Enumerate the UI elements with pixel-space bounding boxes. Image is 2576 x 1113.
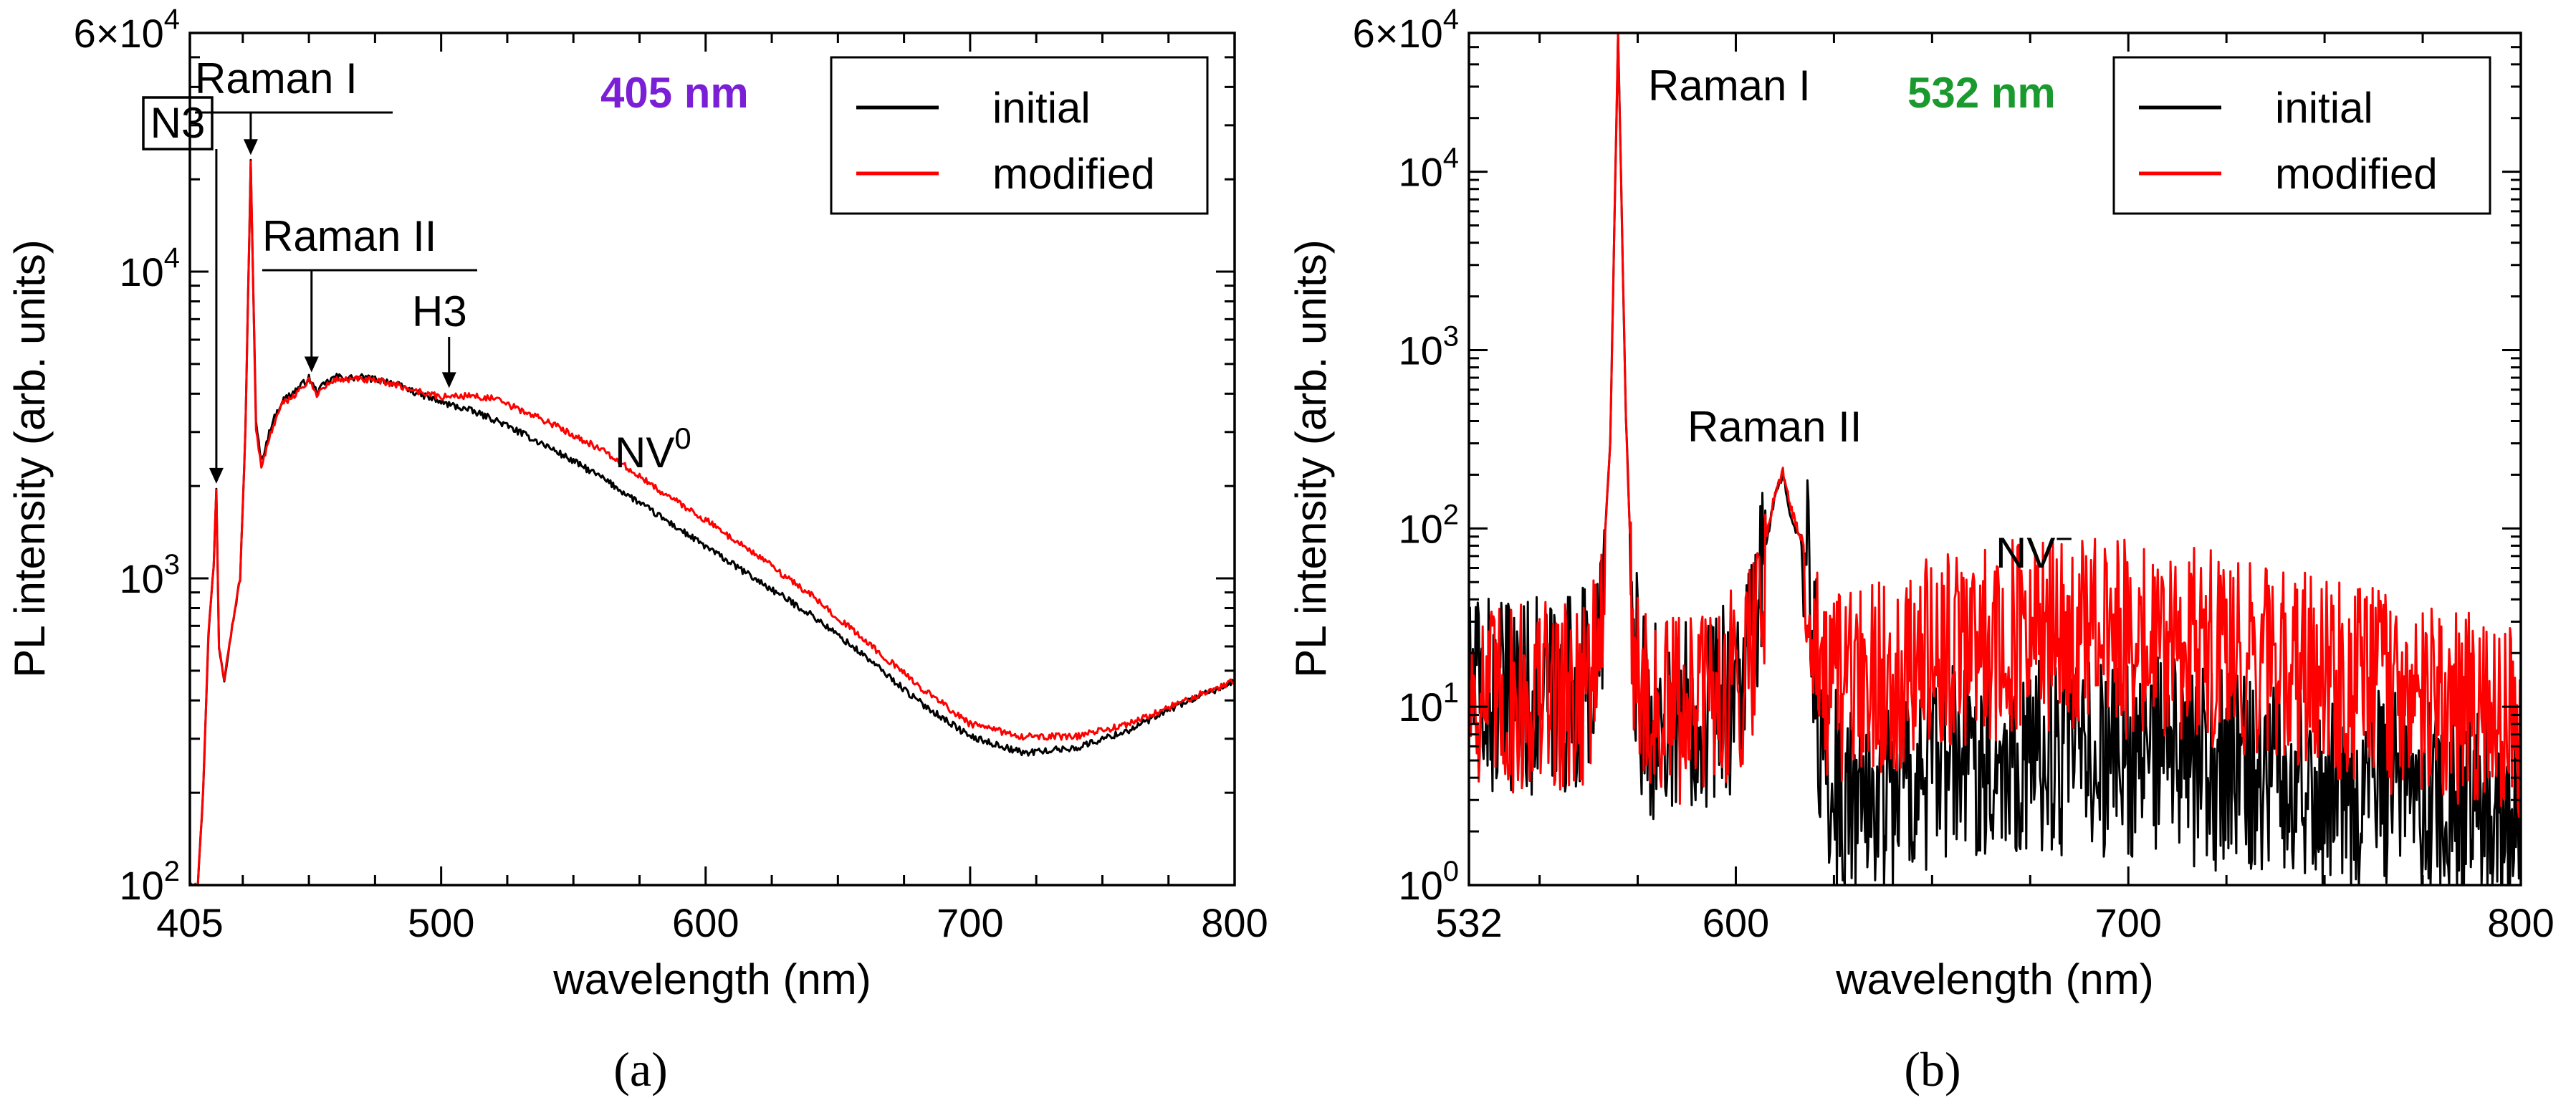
y-tick-label: 6×104 [74, 4, 180, 56]
laser-label-532: 532 nm [1907, 69, 2056, 117]
y-tick-label: 100 [1398, 856, 1459, 908]
y-tick-label: 104 [119, 242, 180, 295]
panel-b-ticks: 532 600 700 800 100 101 102 103 104 6×104 [1353, 4, 2555, 945]
legend-box [2112, 56, 2491, 215]
nv0-superscript: 0 [674, 421, 691, 455]
legend-box [830, 56, 1209, 215]
panel-b-legend: initial modified [2112, 56, 2491, 215]
x-tick-label: 800 [2487, 900, 2554, 945]
raman2-arrowhead [304, 356, 319, 373]
x-tick-label: 600 [1703, 900, 1769, 945]
panel-b-chart: Raman I Raman II NV− 532 nm initial modi… [1287, 4, 2555, 1097]
x-tick-label: 405 [156, 900, 223, 945]
n3-arrowhead [209, 467, 224, 484]
panel-b-frame [1467, 32, 2522, 887]
n3-label: N3 [150, 99, 206, 147]
h3-arrowhead [441, 372, 456, 388]
panel-b-sublabel: (b) [1904, 1042, 1960, 1097]
nv0-label: NV0 [615, 421, 691, 477]
panel-a-xlabel: wavelength (nm) [552, 955, 871, 1003]
y-tick-label: 104 [1398, 143, 1459, 195]
raman1-arrowhead [243, 139, 258, 156]
panel-a-series-group [190, 158, 1235, 885]
panel-b-ylabel: PL intensity (arb. units) [1287, 239, 1335, 677]
x-tick-label: 700 [937, 900, 1003, 945]
b-raman2-label: Raman II [1687, 403, 1862, 451]
y-tick-label: 102 [119, 856, 180, 908]
series-modified [1469, 33, 2521, 818]
panel-b-xlabel: wavelength (nm) [1835, 955, 2154, 1003]
panel-a-frame [188, 32, 1236, 887]
legend-label-modified: modified [2275, 150, 2438, 198]
laser-label-405: 405 nm [600, 69, 749, 117]
panel-a-ticks: 405 500 600 700 800 102 103 104 6×104 [74, 4, 1268, 945]
y-tick-label: 101 [1398, 677, 1459, 730]
panel-a-ylabel: PL intensity (arb. units) [6, 239, 54, 677]
legend-label-initial: initial [2275, 84, 2373, 132]
x-tick-label: 532 [1435, 900, 1502, 945]
y-tick-label: 6×104 [1353, 4, 1459, 56]
n3-box [142, 96, 214, 151]
legend-label-initial: initial [992, 84, 1091, 132]
x-tick-label: 800 [1201, 900, 1268, 945]
series-modified [190, 160, 1235, 885]
series-initial [190, 158, 1235, 885]
y-tick-label: 103 [119, 549, 180, 601]
nv-minus-label: NV− [1996, 522, 2073, 577]
y-tick-label: 103 [1398, 320, 1459, 373]
panel-b-series-group [1469, 33, 2521, 885]
h3-label: H3 [412, 287, 467, 335]
panel-a-legend: initial modified [830, 56, 1209, 215]
legend-label-modified: modified [992, 150, 1155, 198]
panel-a-chart: N3 Raman I Raman II H3 NV0 405 nm initia… [6, 4, 1268, 1097]
x-tick-label: 600 [672, 900, 739, 945]
y-tick-label: 102 [1398, 499, 1459, 551]
panel-a-annotations: N3 Raman I Raman II H3 NV0 [142, 54, 691, 484]
raman2-label: Raman II [262, 212, 436, 260]
x-tick-label: 500 [408, 900, 474, 945]
b-raman1-label: Raman I [1648, 62, 1811, 110]
nv-minus-superscript: − [2055, 522, 2073, 555]
panel-a-sublabel: (a) [613, 1042, 667, 1097]
x-tick-label: 700 [2095, 900, 2162, 945]
raman1-label: Raman I [195, 54, 358, 102]
